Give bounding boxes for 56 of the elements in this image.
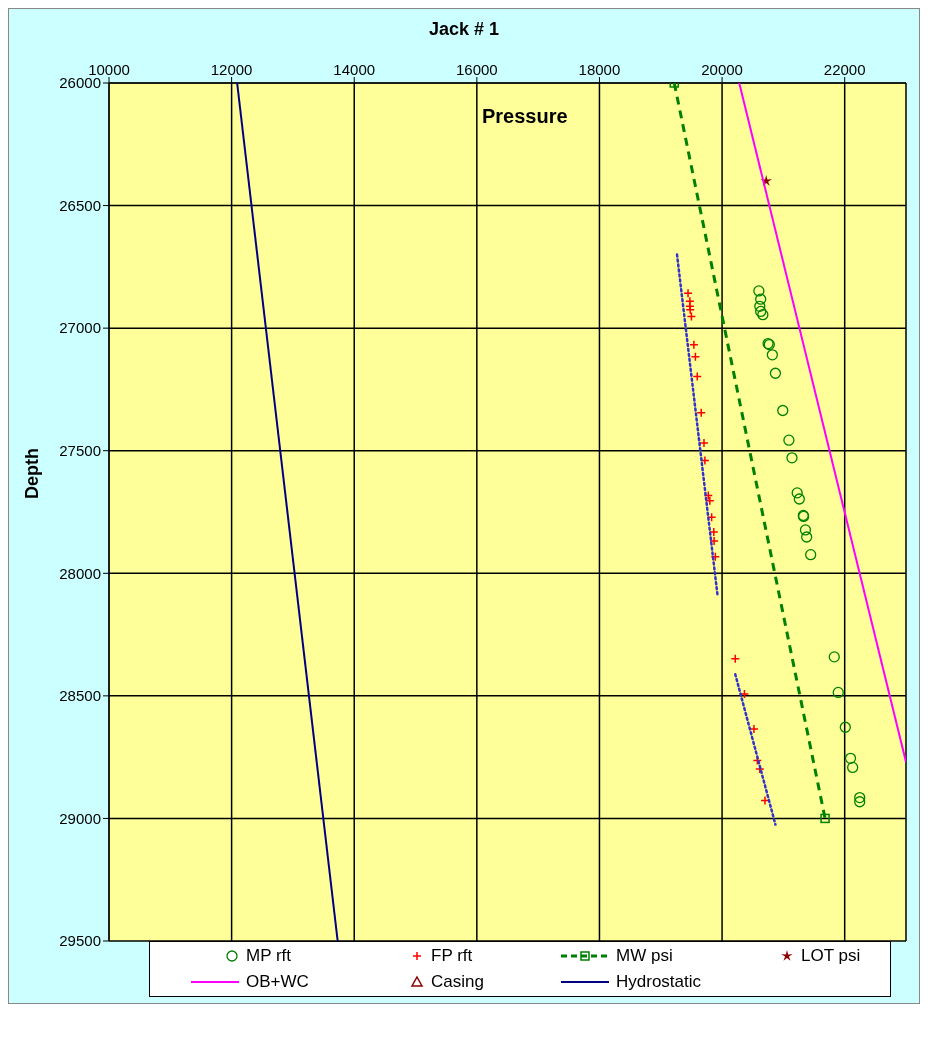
point — [801, 531, 813, 543]
point — [854, 791, 866, 804]
x-axis-title: Pressure — [479, 105, 571, 128]
x-tick-label: 16000 — [455, 61, 498, 78]
point — [839, 721, 851, 733]
chart-title: Jack # 1 — [427, 18, 501, 41]
point — [783, 434, 795, 446]
point — [786, 452, 798, 464]
x-tick-label: 14000 — [333, 61, 376, 78]
point — [766, 349, 778, 361]
point — [689, 340, 699, 350]
point — [791, 487, 803, 499]
y-tick-label: 28500 — [59, 687, 101, 705]
point — [805, 549, 817, 561]
point — [692, 371, 702, 382]
y-tick-label: 29000 — [59, 809, 101, 827]
point — [820, 813, 830, 824]
x-tick-label: 22000 — [823, 61, 866, 78]
y-axis-title: Depth — [22, 448, 43, 499]
point — [799, 524, 812, 536]
point — [854, 796, 866, 808]
point — [709, 527, 719, 537]
y-tick-label: 28000 — [59, 564, 101, 582]
y-tick-label: 27500 — [59, 442, 101, 460]
point — [777, 404, 789, 417]
point — [683, 288, 693, 299]
legend-label: Hydrostatic — [616, 972, 702, 992]
point — [709, 536, 719, 546]
point — [832, 686, 844, 699]
point — [793, 493, 805, 505]
point — [730, 654, 741, 664]
point — [847, 761, 859, 774]
point — [828, 651, 840, 663]
point — [757, 309, 769, 321]
point — [753, 285, 765, 297]
y-tick-label: 27000 — [59, 319, 101, 337]
point — [685, 305, 695, 315]
point — [754, 300, 766, 312]
y-tick-label: 29500 — [59, 932, 101, 950]
legend-label: OB+WC — [246, 972, 309, 992]
point — [690, 352, 701, 362]
point — [696, 407, 706, 418]
legend-label: MW psi — [616, 946, 673, 966]
legend-label: MP rft — [246, 946, 292, 966]
point — [769, 367, 782, 379]
legend-label: FP rft — [431, 946, 473, 966]
x-tick-label: 18000 — [578, 61, 621, 78]
y-tick-label: 26500 — [59, 196, 101, 214]
point — [844, 752, 857, 765]
legend-label: LOT psi — [801, 946, 861, 966]
x-tick-label: 20000 — [701, 61, 743, 78]
point — [755, 293, 767, 305]
legend-label: Casing — [431, 972, 484, 992]
point — [755, 305, 767, 318]
point — [699, 438, 709, 448]
x-tick-label: 12000 — [210, 61, 253, 78]
